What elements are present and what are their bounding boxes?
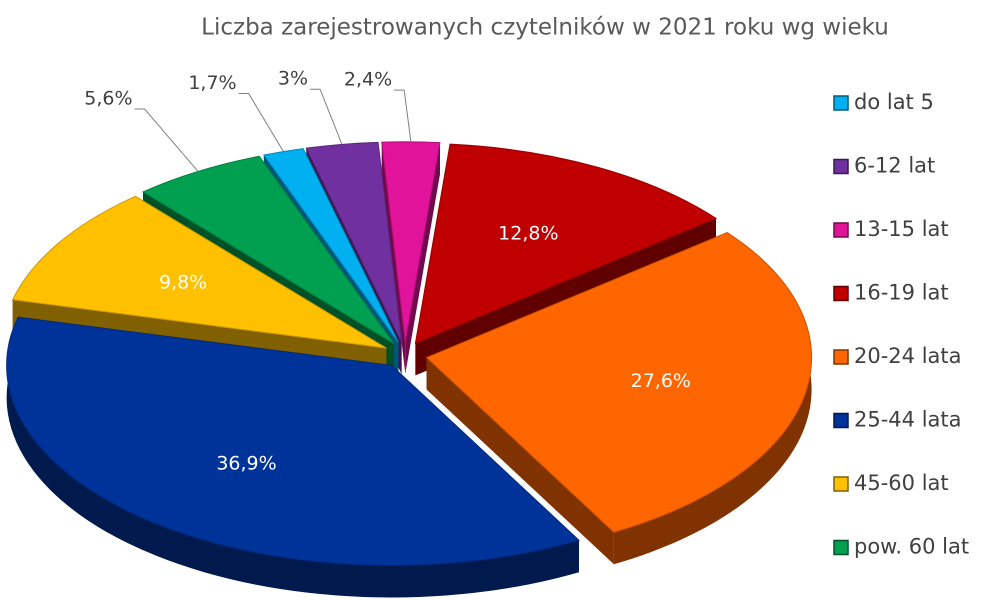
slice (414, 143, 718, 345)
slice-wall (613, 232, 812, 565)
data-label: 2,4% (344, 69, 392, 91)
leader-line (238, 92, 284, 152)
chart-title: Liczba zarejestrowanych czytelników w 20… (201, 15, 889, 41)
slice-side (405, 142, 440, 374)
legend-swatch (833, 285, 849, 302)
legend-label: 25-44 lata (854, 408, 962, 432)
slice (381, 141, 441, 342)
data-label: 3% (278, 68, 308, 90)
legend-swatch (833, 95, 849, 111)
leader-line (394, 89, 412, 142)
leader-line (134, 108, 199, 172)
legend-swatch (833, 222, 849, 238)
legend-label: 20-24 lata (854, 344, 962, 368)
slice (6, 316, 580, 566)
data-label: 36,9% (216, 452, 276, 474)
data-label: 5,6% (84, 88, 132, 110)
data-label: 12,8% (498, 223, 558, 245)
legend-swatch (833, 158, 849, 175)
legend-swatch (833, 412, 849, 429)
legend-swatch (833, 539, 849, 556)
legend-label: do lat 5 (854, 90, 934, 114)
legend-label: 13-15 lat (854, 217, 949, 241)
slice-side (381, 142, 406, 374)
slice (425, 232, 813, 533)
legend-label: 6-12 lat (854, 154, 935, 178)
legend-swatch (833, 476, 849, 492)
data-label: 9,8% (159, 271, 207, 293)
legend: do lat 5 6-12 lat 13-15 lat 16-19 lat 20-24 … (833, 90, 969, 559)
legend-label: 45-60 lat (854, 471, 949, 495)
legend-label: 16-19 lat (854, 281, 949, 305)
slice (141, 155, 395, 345)
data-label: 27,6% (631, 370, 691, 392)
legend-swatch (833, 349, 849, 365)
slice-side (426, 357, 614, 565)
leader-line (310, 88, 343, 145)
data-label: 1,7% (188, 72, 236, 94)
legend-label: pow. 60 lat (854, 535, 969, 559)
slice-wall (6, 317, 579, 598)
pie: 1,7% 3% 2,4% 12,8% 27,6% 36,9% 9,8% 5,6% (6, 68, 813, 598)
slice (11, 195, 387, 349)
slice (305, 141, 403, 343)
